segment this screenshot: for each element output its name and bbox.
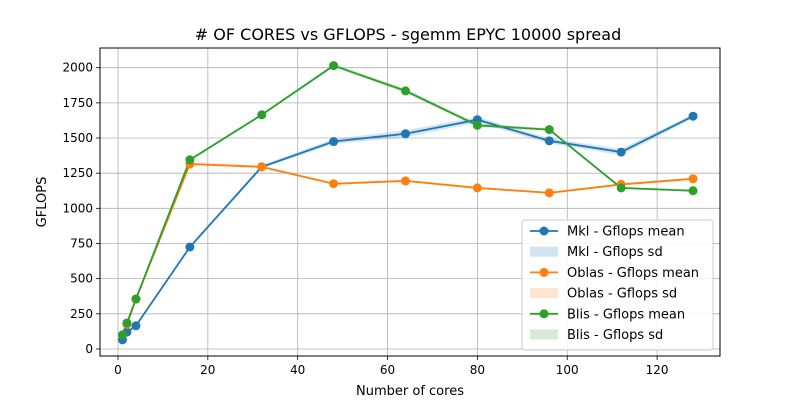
- legend-blis-sd-swatch: [530, 329, 558, 340]
- oblas-point: [257, 162, 267, 172]
- oblas-point: [544, 188, 554, 198]
- y-tick-label: 500: [70, 272, 93, 286]
- x-axis-ticks: 0 20 40 60 80 100 120: [114, 356, 669, 377]
- blis-point: [401, 86, 411, 96]
- oblas-point: [401, 176, 411, 186]
- mkl-point: [616, 147, 626, 157]
- x-tick-label: 80: [470, 363, 485, 377]
- y-axis-label: GFLOPS: [35, 177, 50, 228]
- mkl-point: [185, 242, 195, 252]
- blis-point: [122, 318, 132, 328]
- x-tick-label: 40: [290, 363, 305, 377]
- oblas-point: [688, 174, 698, 184]
- x-tick-label: 0: [114, 363, 122, 377]
- x-tick-label: 100: [556, 363, 579, 377]
- blis-point: [329, 61, 339, 71]
- y-tick-label: 1500: [62, 131, 93, 145]
- chart-title: # OF CORES vs GFLOPS - sgemm EPYC 10000 …: [195, 25, 621, 44]
- legend-box: [521, 219, 714, 351]
- blis-point: [472, 120, 482, 130]
- legend-blis-mean-marker: [539, 309, 549, 319]
- mkl-point: [329, 137, 339, 147]
- oblas-point: [472, 183, 482, 193]
- legend-oblas-line-label: Oblas - Gflops mean: [567, 266, 699, 281]
- legend-mkl-mean-marker: [539, 226, 549, 236]
- blis-point: [257, 110, 267, 120]
- y-tick-label: 1250: [62, 166, 93, 180]
- legend: Mkl - Gflops mean Mkl - Gflops sd Oblas - …: [521, 219, 714, 351]
- y-tick-label: 1750: [62, 96, 93, 110]
- blis-point: [185, 155, 195, 165]
- x-tick-label: 120: [646, 363, 669, 377]
- mkl-point: [544, 136, 554, 146]
- mkl-point: [131, 321, 141, 331]
- y-tick-label: 0: [85, 342, 93, 356]
- plot-frame: [99, 47, 721, 357]
- legend-oblas-sd-swatch: [530, 288, 558, 299]
- oblas-point: [329, 179, 339, 189]
- x-tick-label: 60: [380, 363, 395, 377]
- legend-oblas-band-label: Oblas - Gflops sd: [567, 287, 677, 302]
- x-tick-label: 20: [200, 363, 215, 377]
- legend-mkl-band-label: Mkl - Gflops sd: [567, 245, 663, 260]
- mkl-point: [401, 129, 411, 139]
- legend-blis-band-label: Blis - Gflops sd: [567, 328, 663, 343]
- blis-point: [131, 294, 141, 304]
- y-tick-label: 250: [70, 307, 93, 321]
- y-tick-label: 1000: [62, 201, 93, 215]
- x-axis-label: Number of cores: [356, 384, 464, 399]
- blis-point: [688, 186, 698, 196]
- legend-mkl-sd-swatch: [530, 246, 558, 257]
- y-tick-label: 2000: [62, 61, 93, 75]
- blis-point: [117, 330, 127, 340]
- data-points: [117, 61, 698, 345]
- legend-oblas-mean-marker: [539, 267, 549, 277]
- blis-point: [544, 125, 554, 135]
- legend-mkl-line-label: Mkl - Gflops mean: [567, 225, 685, 240]
- y-axis-ticks: 0 250 500 750 1000 1250 1500 1750 2000: [62, 61, 100, 356]
- y-tick-label: 750: [70, 236, 93, 250]
- mkl-point: [688, 111, 698, 121]
- blis-point: [616, 183, 626, 193]
- legend-blis-line-label: Blis - Gflops mean: [567, 307, 685, 322]
